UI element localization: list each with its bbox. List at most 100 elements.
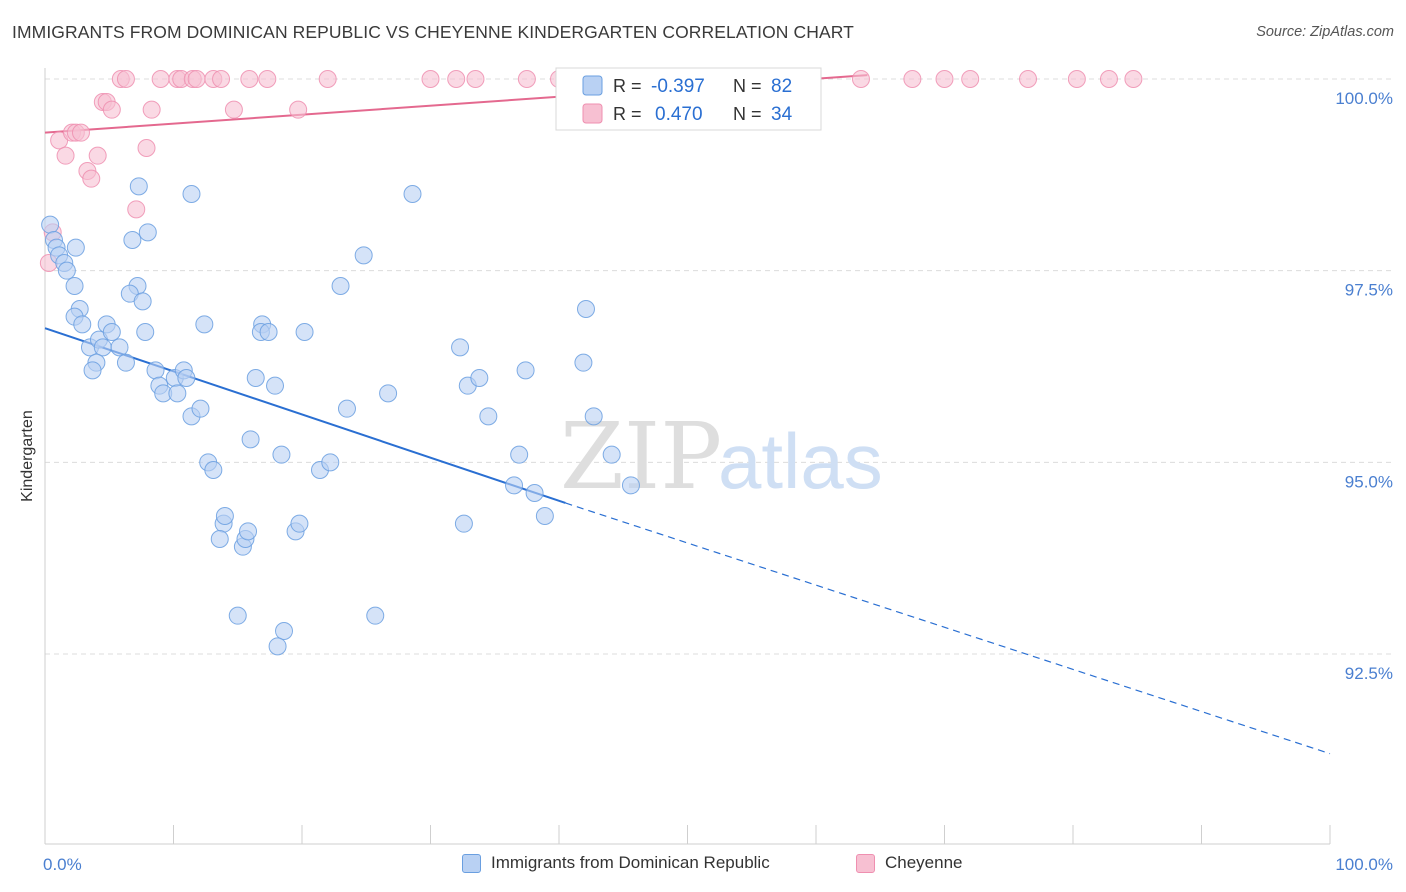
point-pink — [88, 146, 107, 165]
point-pink — [517, 70, 536, 88]
point-blue — [321, 453, 340, 472]
point-blue — [182, 185, 201, 203]
point-blue — [123, 231, 142, 249]
point-pink — [56, 146, 75, 165]
point-pink — [961, 70, 980, 88]
point-blue — [239, 522, 258, 541]
point-blue — [66, 238, 85, 257]
point-blue — [228, 606, 247, 625]
stats-n-value-pink: 34 — [771, 104, 793, 125]
watermark-atlas: atlas — [718, 417, 883, 505]
watermark-zip: ZIP — [560, 403, 722, 510]
gridlines — [45, 78, 1392, 655]
point-blue — [110, 338, 129, 357]
point-blue — [268, 637, 287, 656]
point-pink — [71, 123, 90, 142]
watermark: ZIP atlas — [560, 403, 883, 510]
point-blue — [621, 476, 640, 495]
point-pink — [851, 70, 870, 88]
point-blue — [73, 315, 92, 334]
point-pink — [127, 200, 146, 219]
point-pink — [137, 139, 156, 157]
point-pink — [102, 100, 121, 119]
point-blue — [136, 323, 155, 341]
point-pink — [116, 70, 135, 88]
point-blue — [246, 369, 265, 387]
point-blue — [403, 185, 422, 203]
stats-swatch-pink — [582, 103, 603, 124]
chart-title: IMMIGRANTS FROM DOMINICAN REPUBLIC VS CH… — [12, 22, 854, 42]
point-blue — [116, 353, 135, 372]
legend-label-pink: Cheyenne — [885, 853, 963, 872]
point-blue — [451, 338, 470, 357]
point-pink — [240, 70, 259, 88]
stats-n-label-pink: N = — [733, 104, 762, 124]
point-blue — [290, 514, 309, 533]
point-blue — [584, 407, 603, 426]
point-blue — [516, 361, 535, 380]
point-blue — [215, 507, 234, 525]
point-pink — [1019, 70, 1038, 88]
point-blue — [41, 215, 60, 234]
point-blue — [470, 369, 489, 387]
point-blue — [379, 384, 398, 403]
stats-box: R = -0.397 N = 82 R = 0.470 N = 34 — [555, 67, 822, 131]
legend-swatch-blue — [462, 853, 481, 873]
point-blue — [129, 177, 148, 196]
point-blue — [241, 430, 260, 449]
point-blue — [331, 277, 350, 295]
legend-item-pink[interactable]: Cheyenne — [856, 853, 963, 873]
point-pink — [289, 100, 308, 119]
point-blue — [602, 445, 621, 464]
data-points — [39, 70, 1143, 656]
point-blue — [272, 445, 291, 464]
stats-n-label-blue: N = — [733, 76, 762, 96]
stats-r-value-pink: 0.470 — [655, 104, 703, 125]
point-blue — [576, 300, 595, 318]
source-credit: Source: ZipAtlas.com — [1256, 24, 1394, 40]
tick-labels: 92.5% 95.0% 97.5% 100.0% 0.0% 100.0% — [43, 89, 1393, 874]
stats-swatch-blue — [582, 75, 603, 96]
point-blue — [210, 530, 229, 548]
point-pink — [151, 70, 170, 88]
point-blue — [102, 323, 121, 341]
point-blue — [337, 399, 356, 418]
point-blue — [204, 461, 223, 479]
point-blue — [479, 407, 498, 426]
point-blue — [275, 622, 294, 640]
point-pink — [142, 100, 161, 119]
point-pink — [447, 70, 466, 88]
point-pink — [82, 169, 101, 188]
point-blue — [57, 261, 76, 280]
point-blue — [295, 323, 314, 341]
y-axis-label: Kindergarten — [19, 410, 36, 502]
point-blue — [93, 338, 112, 357]
y-tick-label: 92.5% — [1345, 664, 1393, 683]
x-tick-label-max: 100.0% — [1335, 855, 1393, 874]
point-pink — [1124, 70, 1143, 88]
point-pink — [187, 70, 206, 88]
point-blue — [535, 507, 554, 525]
point-pink — [466, 70, 485, 88]
y-tick-label: 95.0% — [1345, 472, 1393, 491]
point-blue — [146, 361, 165, 380]
point-blue — [191, 399, 210, 418]
trend-line-blue-projection — [565, 502, 1331, 755]
y-tick-label: 97.5% — [1345, 281, 1393, 300]
point-pink — [212, 70, 231, 88]
point-blue — [574, 353, 593, 372]
stats-r-value-blue: -0.397 — [651, 76, 705, 97]
legend-item-blue[interactable]: Immigrants from Dominican Republic — [462, 853, 770, 873]
point-blue — [525, 484, 544, 502]
point-blue — [366, 606, 385, 625]
stats-n-value-blue: 82 — [771, 76, 792, 97]
point-pink — [318, 70, 337, 88]
point-blue — [133, 292, 152, 311]
point-pink — [903, 70, 922, 88]
point-pink — [224, 100, 243, 119]
point-blue — [195, 315, 214, 334]
point-blue — [505, 476, 524, 495]
x-tick-label-min: 0.0% — [43, 855, 82, 874]
point-pink — [1099, 70, 1118, 88]
